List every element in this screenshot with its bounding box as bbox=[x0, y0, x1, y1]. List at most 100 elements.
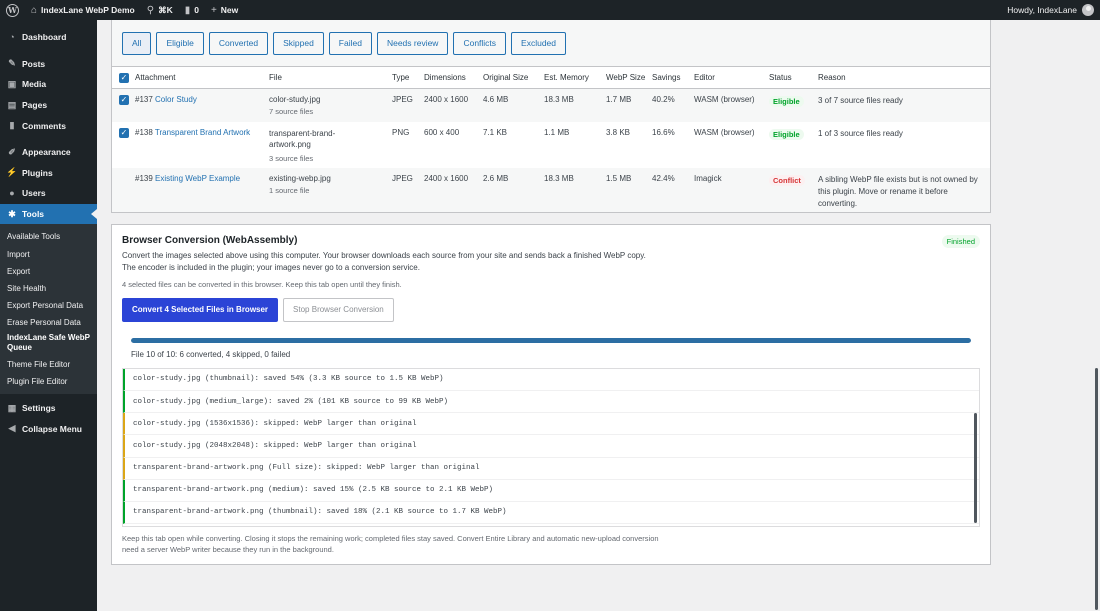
file-type: PNG bbox=[392, 127, 410, 137]
attachments-table: ✓ Attachment File Type Dimensions Origin… bbox=[112, 66, 990, 212]
menu-comments[interactable]: ▮ Comments bbox=[0, 115, 97, 136]
footer-note: Keep this tab open while converting. Clo… bbox=[122, 533, 659, 554]
submenu-available-tools[interactable]: Available Tools bbox=[7, 232, 61, 242]
file-name: color-study.jpg bbox=[269, 95, 321, 104]
menu-users[interactable]: ● Users bbox=[0, 183, 97, 204]
submenu-theme-file-editor[interactable]: Theme File Editor bbox=[7, 359, 71, 369]
submenu-export[interactable]: Export bbox=[7, 266, 31, 276]
comments-link[interactable]: ▮ 0 bbox=[179, 0, 205, 20]
webp-size: 3.8 KB bbox=[606, 127, 631, 137]
table-row: #139 Existing WebP Example existing-webp… bbox=[112, 167, 990, 212]
submenu-export-personal-data[interactable]: Export Personal Data bbox=[7, 301, 84, 311]
source-count: 3 source files bbox=[269, 153, 314, 163]
search-icon: ⚲ bbox=[146, 4, 155, 16]
file-type: JPEG bbox=[392, 95, 413, 104]
filter-all[interactable]: All bbox=[122, 31, 152, 55]
menu-appearance[interactable]: ✐ Appearance bbox=[0, 142, 97, 163]
col-original-size: Original Size bbox=[483, 73, 529, 82]
col-type: Type bbox=[392, 73, 410, 82]
brush-icon: ✐ bbox=[8, 146, 16, 157]
settings-icon: ▦ bbox=[7, 402, 17, 413]
progress-fill bbox=[131, 337, 971, 343]
table-header: ✓ Attachment File Type Dimensions Origin… bbox=[112, 66, 990, 89]
savings: 40.2% bbox=[652, 95, 675, 104]
est-memory: 18.3 MB bbox=[544, 173, 574, 183]
account-menu[interactable]: Howdy, IndexLane bbox=[1007, 4, 1100, 16]
menu-tools[interactable]: ✱ Tools bbox=[0, 203, 97, 225]
row-checkbox[interactable]: ✓ bbox=[119, 127, 129, 138]
dimensions: 2400 x 1600 bbox=[424, 173, 469, 183]
menu-settings[interactable]: ▦ Settings bbox=[7, 402, 56, 414]
dashboard-icon: ◔ bbox=[9, 32, 15, 43]
est-memory: 18.3 MB bbox=[544, 95, 574, 104]
col-savings: Savings bbox=[652, 73, 681, 82]
log-entry: transparent-brand-artwork.png (thumbnail… bbox=[123, 501, 979, 525]
home-icon: ⌂ bbox=[31, 4, 38, 16]
page-scrollbar[interactable] bbox=[1095, 368, 1098, 610]
new-content-button[interactable]: + New bbox=[205, 0, 244, 20]
attachment-id: #137 bbox=[135, 95, 153, 104]
menu-plugins[interactable]: ⚡ Plugins bbox=[6, 167, 53, 178]
site-name-link[interactable]: ⌂ IndexLane WebP Demo bbox=[25, 0, 141, 20]
submenu-plugin-file-editor[interactable]: Plugin File Editor bbox=[7, 376, 68, 386]
submenu-webp-queue[interactable]: IndexLane Safe WebP Queue bbox=[7, 333, 90, 353]
attachment-link[interactable]: Color Study bbox=[155, 95, 197, 104]
convert-selected-button[interactable]: Convert 4 Selected Files in Browser bbox=[122, 297, 279, 322]
status-badge: Eligible bbox=[769, 96, 804, 107]
filter-conflicts[interactable]: Conflicts bbox=[453, 31, 507, 55]
reason: A sibling WebP file exists but is not ow… bbox=[818, 174, 978, 208]
wordpress-logo-button[interactable]: W bbox=[0, 0, 25, 20]
command-palette-button[interactable]: ⚲ ⌘K bbox=[141, 0, 179, 20]
log-scrollbar[interactable] bbox=[974, 412, 977, 523]
attachment-link[interactable]: Transparent Brand Artwork bbox=[154, 127, 251, 137]
collapse-menu-button[interactable]: ◀ Collapse Menu bbox=[0, 418, 97, 439]
tools-submenu: Available Tools Import Export Site Healt… bbox=[0, 224, 97, 394]
col-dimensions: Dimensions bbox=[424, 73, 466, 82]
log-entry: color-study.jpg (thumbnail): saved 54% (… bbox=[123, 368, 979, 391]
status-filter-bar: All Eligible Converted Skipped Failed Ne… bbox=[111, 20, 991, 66]
file-name: existing-webp.jpg bbox=[269, 173, 331, 183]
submenu-import[interactable]: Import bbox=[7, 249, 30, 259]
select-all-checkbox[interactable]: ✓ bbox=[119, 72, 129, 83]
row-checkbox[interactable]: ✓ bbox=[119, 95, 129, 105]
col-editor: Editor bbox=[694, 73, 715, 82]
log-entry: color-study.jpg (2048x2048): skipped: We… bbox=[123, 435, 979, 458]
webp-size: 1.7 MB bbox=[606, 95, 632, 104]
col-attachment[interactable]: Attachment bbox=[135, 73, 176, 82]
filter-excluded[interactable]: Excluded bbox=[511, 31, 567, 55]
pages-icon: ▤ bbox=[7, 99, 17, 110]
submenu-erase-personal-data[interactable]: Erase Personal Data bbox=[7, 318, 81, 328]
menu-pages[interactable]: ▤ Pages bbox=[7, 99, 48, 111]
menu-dashboard[interactable]: ◔ Dashboard bbox=[0, 27, 97, 48]
wrench-icon: ✱ bbox=[8, 208, 16, 219]
progress-text: File 10 of 10: 6 converted, 4 skipped, 0… bbox=[131, 349, 291, 359]
filter-converted[interactable]: Converted bbox=[208, 31, 269, 55]
log-entry: transparent-brand-artwork.png (Full size… bbox=[123, 457, 979, 480]
stop-conversion-button[interactable]: Stop Browser Conversion bbox=[283, 297, 394, 322]
reason: 3 of 7 source files ready bbox=[818, 96, 903, 105]
menu-posts[interactable]: ✎ Posts bbox=[0, 54, 97, 75]
status-badge: Finished bbox=[941, 234, 980, 248]
source-count: 1 source file bbox=[269, 185, 310, 195]
description-line-2: The encoder is included in the plugin; y… bbox=[122, 262, 420, 272]
filter-needs-review[interactable]: Needs review bbox=[376, 31, 449, 55]
admin-bar: W ⌂ IndexLane WebP Demo ⚲ ⌘K ▮ 0 + New H… bbox=[0, 0, 1100, 20]
original-size: 2.6 MB bbox=[483, 173, 509, 183]
menu-media[interactable]: ▣ Media bbox=[7, 78, 47, 90]
filter-failed[interactable]: Failed bbox=[328, 31, 372, 55]
attachment-id: #139 bbox=[135, 173, 153, 183]
main-content: All Eligible Converted Skipped Failed Ne… bbox=[111, 20, 991, 565]
filter-skipped[interactable]: Skipped bbox=[273, 31, 324, 55]
submenu-site-health[interactable]: Site Health bbox=[7, 284, 47, 293]
conversion-log[interactable]: color-study.jpg (thumbnail): saved 54% (… bbox=[122, 367, 980, 527]
filter-eligible[interactable]: Eligible bbox=[156, 31, 204, 55]
savings: 16.6% bbox=[652, 127, 675, 137]
status-badge: Eligible bbox=[769, 128, 804, 140]
table-row: ✓ #138 Transparent Brand Artwork transpa… bbox=[112, 121, 990, 168]
attachment-link[interactable]: Existing WebP Example bbox=[155, 173, 241, 183]
col-status: Status bbox=[769, 73, 792, 82]
comment-icon: ▮ bbox=[9, 120, 15, 131]
webp-size: 1.5 MB bbox=[606, 173, 632, 183]
selection-note: 4 selected files can be converted in thi… bbox=[122, 279, 402, 289]
section-title: Browser Conversion (WebAssembly) bbox=[122, 234, 298, 246]
